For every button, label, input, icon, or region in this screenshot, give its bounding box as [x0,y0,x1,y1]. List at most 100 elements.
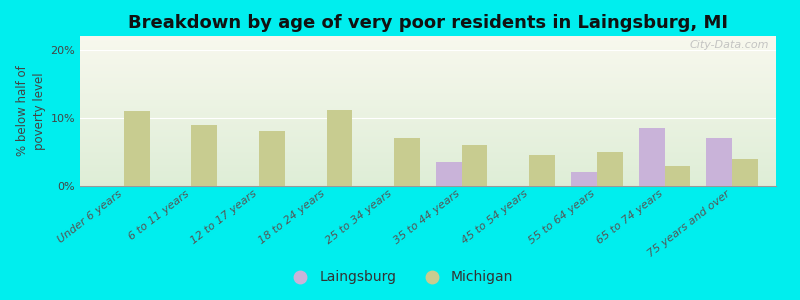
Title: Breakdown by age of very poor residents in Laingsburg, MI: Breakdown by age of very poor residents … [128,14,728,32]
Bar [80,36,776,37]
Bar [80,167,776,168]
Bar [80,62,776,63]
Bar [80,67,776,68]
Bar [80,147,776,148]
Bar [80,45,776,46]
Bar [80,177,776,178]
Bar [80,148,776,149]
Bar [80,89,776,90]
Bar [80,185,776,186]
Bar [80,125,776,126]
Bar [80,55,776,56]
Bar [80,176,776,177]
Bar [80,39,776,40]
Bar [80,105,776,106]
Bar [80,109,776,110]
Bar [80,156,776,157]
Legend: Laingsburg, Michigan: Laingsburg, Michigan [281,265,519,290]
Bar [80,88,776,89]
Bar [80,74,776,75]
Bar [80,54,776,55]
Bar [80,184,776,185]
Bar [259,131,285,186]
Bar [80,57,776,58]
Bar [80,145,776,146]
Bar [80,110,776,111]
Bar [80,163,776,164]
Bar [732,159,758,186]
Bar [80,60,776,61]
Bar [80,38,776,39]
Bar [80,59,776,60]
Bar [80,131,776,132]
Bar [80,162,776,163]
Bar [80,153,776,154]
Bar [80,181,776,182]
Bar [80,104,776,105]
Bar [80,101,776,102]
Bar [80,180,776,181]
Bar [80,116,776,117]
Bar [80,124,776,125]
Bar [80,86,776,87]
Bar [80,172,776,173]
Bar [80,132,776,133]
Bar [80,154,776,155]
Bar [80,90,776,91]
Bar [706,138,732,186]
Bar [80,171,776,172]
Y-axis label: % below half of
poverty level: % below half of poverty level [16,66,46,156]
Bar [597,152,622,186]
Bar [80,138,776,139]
Bar [80,52,776,53]
Bar [80,183,776,184]
Bar [80,81,776,82]
Bar [80,63,776,64]
Bar [80,114,776,115]
Bar [80,152,776,153]
Bar [80,47,776,48]
Bar [639,128,665,186]
Bar [80,135,776,136]
Bar [80,37,776,38]
Bar [80,98,776,99]
Bar [530,155,555,186]
Bar [191,124,217,186]
Bar [80,68,776,69]
Bar [326,110,352,186]
Bar [80,87,776,88]
Bar [80,46,776,47]
Bar [80,144,776,145]
Bar [80,44,776,45]
Bar [80,117,776,118]
Bar [80,102,776,103]
Bar [80,120,776,121]
Bar [80,108,776,109]
Bar [80,112,776,113]
Bar [80,65,776,66]
Bar [80,164,776,165]
Bar [80,94,776,95]
Bar [80,155,776,156]
Bar [80,168,776,169]
Bar [80,93,776,94]
Bar [80,178,776,179]
Bar [80,174,776,175]
Bar [571,172,597,186]
Bar [80,64,776,65]
Bar [80,82,776,83]
Bar [80,85,776,86]
Bar [80,42,776,43]
Bar [80,160,776,161]
Bar [80,136,776,137]
Bar [80,48,776,49]
Bar [80,82,776,83]
Bar [124,111,150,186]
Bar [80,165,776,166]
Bar [80,140,776,141]
Bar [80,175,776,176]
Bar [80,76,776,77]
Bar [80,119,776,120]
Bar [80,130,776,131]
Bar [80,149,776,150]
